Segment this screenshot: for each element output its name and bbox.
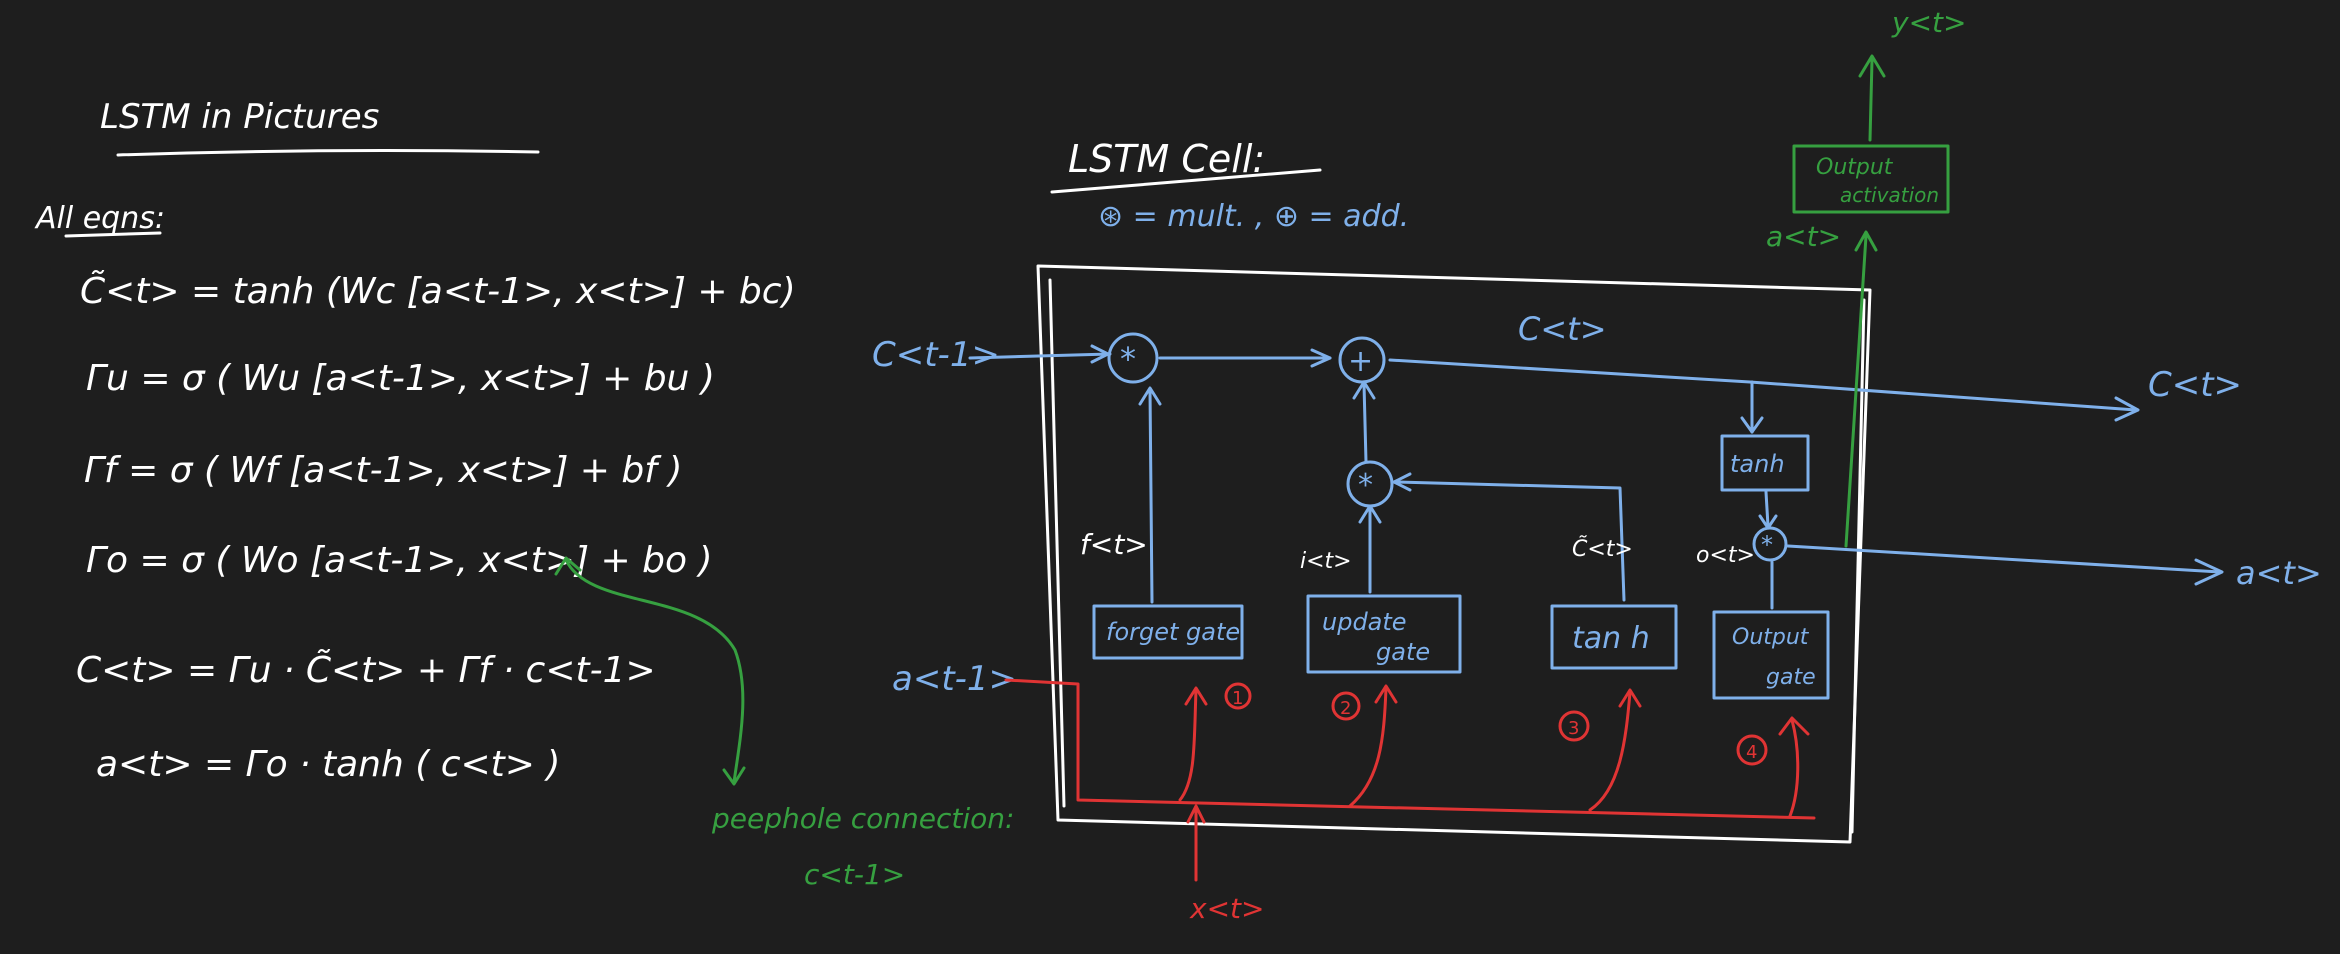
svg-text:2: 2 xyxy=(1340,698,1351,719)
red-to-forget xyxy=(1178,688,1198,802)
equation-update-gate: Γu = σ ( Wu [a<t-1>, x<t>] + bu ) xyxy=(86,358,715,399)
peephole-label: peephole connection: xyxy=(711,802,1015,835)
c-top-label: C<t> xyxy=(1518,310,1607,348)
a-prev-line xyxy=(1004,678,1816,820)
equation-cell-state: C<t> = Γu · C̃<t> + Γf · c<t-1> xyxy=(76,649,656,691)
update-gate-label-1: update xyxy=(1322,608,1407,636)
all-equations-label: All eqns: xyxy=(34,201,165,236)
output-activation-label-2: activation xyxy=(1840,183,1939,207)
step-3-badge: 3 xyxy=(1558,710,1590,742)
f-signal-label: f<t> xyxy=(1080,528,1148,561)
equations-label-underline xyxy=(64,231,162,238)
tanh-to-output-multiply-head xyxy=(1758,514,1778,530)
cell-add-node: + xyxy=(1338,336,1386,384)
peephole-arrowhead-bottom xyxy=(722,766,746,786)
o-signal-label: o<t> xyxy=(1696,543,1755,568)
forget-gate-box xyxy=(1092,604,1244,660)
red-to-tanh-head xyxy=(1618,688,1642,708)
red-to-forget-head xyxy=(1184,686,1208,706)
svg-text:*: * xyxy=(1358,468,1373,503)
forget-gate-label: forget gate xyxy=(1106,618,1240,646)
cell-state-arrowhead-add xyxy=(1310,348,1332,368)
a-out-arrowhead xyxy=(2194,558,2224,586)
update-gate-label-2: gate xyxy=(1376,638,1430,666)
a-prev-label: a<t-1> xyxy=(892,659,1017,699)
svg-text:+: + xyxy=(1348,344,1373,379)
y-output-line xyxy=(1868,58,1874,142)
state-to-tanh-head xyxy=(1740,416,1764,434)
equation-activation: a<t> = Γo · tanh ( c<t> ) xyxy=(96,744,560,785)
svg-text:4: 4 xyxy=(1746,742,1757,763)
a-up-head xyxy=(1854,230,1878,252)
cell-title: LSTM Cell: xyxy=(1068,137,1265,181)
red-to-tanh xyxy=(1588,690,1632,812)
update-multiply-node: * xyxy=(1346,460,1394,508)
multiply-to-add xyxy=(1362,382,1368,464)
y-output-label: y<t> xyxy=(1891,6,1966,39)
cell-state-arrowhead-out xyxy=(2114,396,2140,422)
svg-text:*: * xyxy=(1120,340,1136,378)
update-gate-box xyxy=(1306,594,1462,674)
y-output-head xyxy=(1858,54,1886,78)
cell-state-line xyxy=(968,352,2138,412)
page-title: LSTM in Pictures xyxy=(100,97,379,137)
a-out-label: a<t> xyxy=(2236,554,2322,592)
output-activation-label-1: Output xyxy=(1816,155,1894,180)
i-signal-label: i<t> xyxy=(1300,549,1352,574)
forget-to-multiply xyxy=(1148,388,1154,604)
multiply-to-add-head xyxy=(1352,380,1376,400)
c-tilde-signal-label: C̃<t> xyxy=(1572,536,1633,562)
cell-legend: ⊛ = mult. , ⊕ = add. xyxy=(1098,199,1409,234)
a-out-line xyxy=(1786,544,2222,574)
tanh-to-update-multiply xyxy=(1394,480,1626,602)
peephole-arrowhead-top xyxy=(554,556,582,576)
equation-forget-gate: Γf = σ ( Wf [a<t-1>, x<t>] + bf ) xyxy=(84,450,682,491)
svg-text:*: * xyxy=(1761,531,1773,559)
red-to-output xyxy=(1788,718,1800,818)
title-underline xyxy=(116,149,540,157)
a-up-label: a<t> xyxy=(1766,220,1841,253)
tanh-small-box xyxy=(1720,434,1810,492)
step-1-badge: 1 xyxy=(1224,682,1252,710)
output-gate-box xyxy=(1712,610,1830,700)
peephole-arrow xyxy=(564,558,745,784)
peephole-c-prev: c<t-1> xyxy=(804,858,905,891)
tanh-small-label: tanh xyxy=(1730,450,1785,478)
update-to-multiply-head xyxy=(1358,504,1382,524)
c-prev-label: C<t-1> xyxy=(872,335,1000,375)
equation-output-gate: Γo = σ ( Wo [a<t-1>, x<t>] + bo ) xyxy=(86,540,712,581)
output-gate-label-1: Output xyxy=(1732,625,1810,650)
c-out-label: C<t> xyxy=(2148,365,2242,405)
forget-multiply-node: * xyxy=(1107,332,1159,384)
tanh-to-update-multiply-head xyxy=(1392,472,1412,492)
equation-candidate-cell: C̃<t> = tanh (Wc [a<t-1>, x<t>] + bc) xyxy=(80,270,796,312)
step-2-badge: 2 xyxy=(1331,691,1361,721)
step-4-badge: 4 xyxy=(1736,734,1768,766)
cell-frame xyxy=(1036,264,1872,844)
forget-to-multiply-head xyxy=(1138,386,1162,406)
output-gate-label-2: gate xyxy=(1766,665,1816,690)
red-to-update-head xyxy=(1374,684,1398,704)
tanh-gate-box xyxy=(1550,604,1678,670)
svg-text:3: 3 xyxy=(1568,718,1579,739)
red-to-update xyxy=(1348,686,1388,808)
output-activation-box xyxy=(1792,144,1950,214)
tanh-to-output-multiply xyxy=(1764,490,1770,528)
output-multiply-node: * xyxy=(1752,526,1788,562)
tanh-gate-label: tan h xyxy=(1572,621,1650,656)
svg-text:1: 1 xyxy=(1232,688,1243,709)
cell-title-underline xyxy=(1050,168,1322,194)
x-input-head xyxy=(1186,804,1206,824)
a-up-line xyxy=(1844,234,1868,548)
red-to-output-head xyxy=(1778,716,1810,736)
x-input-label: x<t> xyxy=(1189,892,1264,925)
